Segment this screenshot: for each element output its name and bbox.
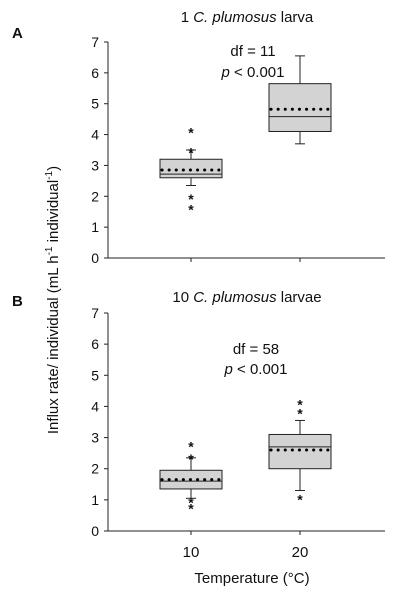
box-10: **** bbox=[159, 124, 224, 218]
panel-letter: B bbox=[12, 293, 23, 310]
stats-p: p < 0.001 bbox=[224, 361, 288, 378]
y-tick-label: 2 bbox=[91, 461, 99, 477]
y-tick-label: 7 bbox=[91, 34, 99, 50]
outlier-marker: * bbox=[188, 438, 194, 454]
stats-p-value: < 0.001 bbox=[233, 361, 288, 378]
panel-title-species: C. plumosus bbox=[193, 9, 277, 26]
x-axis-label: Temperature (°C) bbox=[194, 570, 309, 587]
y-tick-label: 0 bbox=[91, 523, 99, 539]
outlier-marker: * bbox=[297, 396, 303, 412]
stats-p-symbol: p bbox=[221, 64, 230, 81]
y-axis-label-sup2: -1 bbox=[44, 170, 55, 179]
y-tick-label: 1 bbox=[91, 219, 99, 235]
outlier-marker: * bbox=[188, 202, 194, 218]
panel-title: 1 C. plumosus larva bbox=[181, 9, 314, 26]
y-tick-label: 1 bbox=[91, 492, 99, 508]
outlier-marker: * bbox=[188, 451, 194, 467]
y-tick-label: 6 bbox=[91, 65, 99, 81]
x-tick-label: 20 bbox=[292, 544, 309, 561]
box-iqr bbox=[268, 83, 332, 132]
outlier-marker: * bbox=[297, 406, 303, 422]
y-tick-label: 0 bbox=[91, 250, 99, 266]
outlier-marker: * bbox=[188, 494, 194, 510]
stats-p: p < 0.001 bbox=[221, 64, 285, 81]
panel-title-species: C. plumosus bbox=[193, 289, 277, 306]
y-tick-label: 6 bbox=[91, 336, 99, 352]
outlier-marker: * bbox=[188, 124, 194, 140]
y-tick-label: 4 bbox=[91, 398, 99, 414]
outlier-marker: * bbox=[297, 491, 303, 507]
outlier-marker: * bbox=[188, 191, 194, 207]
y-axis-label-suffix: ) bbox=[45, 166, 62, 171]
y-tick-label: 7 bbox=[91, 305, 99, 321]
y-tick-label: 3 bbox=[91, 157, 99, 173]
box-iqr bbox=[268, 433, 332, 470]
y-tick-label: 3 bbox=[91, 430, 99, 446]
panel-letter: A bbox=[12, 25, 23, 42]
stats-df: df = 11 bbox=[230, 43, 275, 60]
y-tick-label: 4 bbox=[91, 127, 99, 143]
y-tick-label: 5 bbox=[91, 367, 99, 383]
outlier-marker: * bbox=[188, 145, 194, 161]
box-10: **** bbox=[159, 438, 224, 517]
box-20: *** bbox=[268, 396, 333, 507]
y-axis-label-sup1: -1 bbox=[44, 246, 55, 255]
box-20 bbox=[268, 55, 333, 145]
y-axis-label-mid: individual bbox=[45, 180, 62, 247]
panel-title-prefix: 1 bbox=[181, 9, 194, 26]
y-tick-label: 2 bbox=[91, 188, 99, 204]
panel-title-suffix: larvae bbox=[277, 289, 322, 306]
panel-title: 10 C. plumosus larvae bbox=[172, 289, 321, 306]
panel-title-suffix: larva bbox=[277, 9, 314, 26]
y-tick-label: 5 bbox=[91, 96, 99, 112]
stats-df: df = 58 bbox=[233, 341, 279, 358]
outlier-marker: * bbox=[188, 501, 194, 517]
box-iqr bbox=[159, 158, 223, 179]
stats-p-value: < 0.001 bbox=[230, 64, 285, 81]
y-axis-label: Influx rate/ individual (mL h-1 individu… bbox=[44, 166, 62, 434]
panel-title-prefix: 10 bbox=[172, 289, 193, 306]
y-axis-label-prefix: Influx rate/ individual (mL h bbox=[45, 255, 62, 434]
stats-p-symbol: p bbox=[224, 361, 233, 378]
x-tick-label: 10 bbox=[183, 544, 200, 561]
